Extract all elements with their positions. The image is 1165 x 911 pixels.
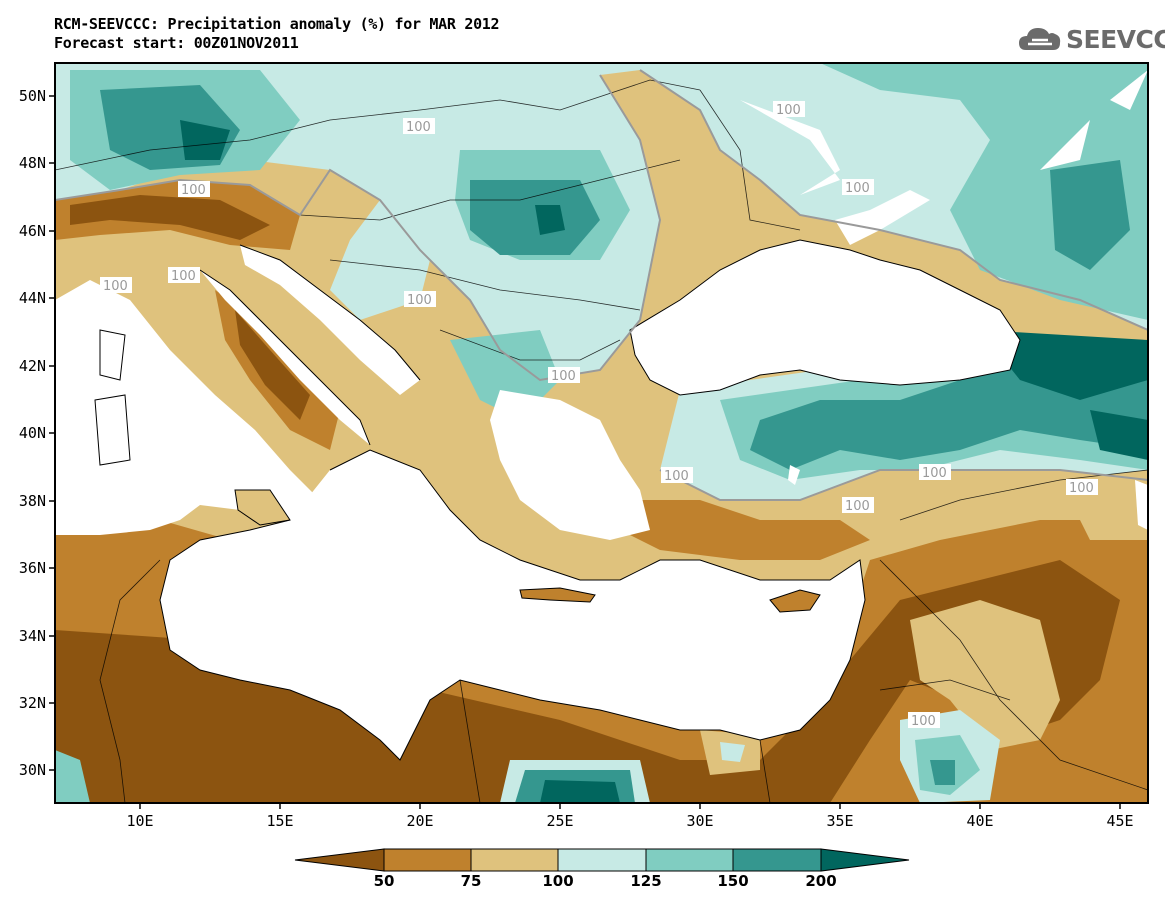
contour-label: 100 bbox=[664, 469, 689, 484]
lat-label: 50N bbox=[18, 87, 46, 105]
cloud-icon bbox=[1019, 28, 1061, 50]
colorbar-label: 100 bbox=[542, 872, 574, 890]
contour-label: 100 bbox=[103, 279, 128, 294]
colorbar-label: 150 bbox=[717, 872, 749, 890]
lat-label: 32N bbox=[18, 694, 46, 712]
contour-label: 100 bbox=[181, 183, 206, 198]
lat-label: 34N bbox=[18, 627, 46, 645]
contour-label: 100 bbox=[922, 466, 947, 481]
lat-label: 48N bbox=[18, 154, 46, 172]
lat-label: 42N bbox=[18, 357, 46, 375]
contour-label: 100 bbox=[1069, 481, 1094, 496]
lat-label: 46N bbox=[18, 222, 46, 240]
colorbar-label: 75 bbox=[460, 872, 482, 890]
lon-label: 35E bbox=[826, 812, 854, 830]
colorbar-50-75 bbox=[383, 848, 472, 872]
contour-label: 100 bbox=[407, 293, 432, 308]
colorbar-label: 125 bbox=[630, 872, 662, 890]
lon-label: 45E bbox=[1106, 812, 1134, 830]
logo-text: SEEVCCC bbox=[1066, 24, 1165, 54]
lon-label: 30E bbox=[686, 812, 714, 830]
contour-label: 100 bbox=[171, 269, 196, 284]
lon-label: 25E bbox=[546, 812, 574, 830]
contour-label: 100 bbox=[911, 714, 936, 729]
contour-label: 100 bbox=[845, 181, 870, 196]
lat-label: 36N bbox=[18, 559, 46, 577]
lat-label: 30N bbox=[18, 761, 46, 779]
contour-labels: 100 100 100 100 100 100 100 100 100 100 … bbox=[100, 101, 1098, 729]
colorbar-125-150 bbox=[645, 848, 734, 872]
colorbar-75-100 bbox=[470, 848, 559, 872]
colorbar-150-200 bbox=[732, 848, 822, 872]
lon-label: 15E bbox=[266, 812, 294, 830]
lon-label: 20E bbox=[406, 812, 434, 830]
colorbar-100-125 bbox=[557, 848, 647, 872]
contour-label: 100 bbox=[406, 120, 431, 135]
colorbar-label: 200 bbox=[805, 872, 837, 890]
contour-label: 100 bbox=[776, 103, 801, 118]
contour-label: 100 bbox=[845, 499, 870, 514]
lon-label: 40E bbox=[966, 812, 994, 830]
colorbar-gt200 bbox=[820, 848, 910, 872]
colorbar-lt50 bbox=[294, 848, 385, 872]
lat-label: 40N bbox=[18, 424, 46, 442]
lat-label: 38N bbox=[18, 492, 46, 510]
map-title: RCM-SEEVCCC: Precipitation anomaly (%) f… bbox=[54, 15, 500, 53]
lat-label: 44N bbox=[18, 289, 46, 307]
colorbar bbox=[294, 848, 910, 872]
seevccc-logo: SEEVCCC bbox=[1018, 22, 1165, 56]
title-line-2: Forecast start: 00Z01NOV2011 bbox=[54, 34, 299, 52]
title-line-1: RCM-SEEVCCC: Precipitation anomaly (%) f… bbox=[54, 15, 500, 33]
colorbar-label: 50 bbox=[373, 872, 395, 890]
contour-label: 100 bbox=[551, 369, 576, 384]
lon-label: 10E bbox=[126, 812, 154, 830]
